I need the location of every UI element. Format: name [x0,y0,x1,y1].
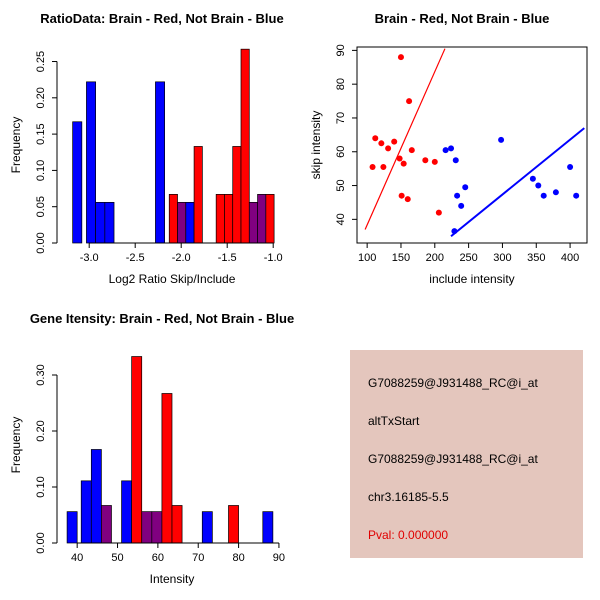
panel-ratio-histogram: RatioData: Brain - Red, Not Brain - Blue… [0,0,300,300]
svg-text:90: 90 [273,552,285,564]
svg-text:0.00: 0.00 [35,232,47,253]
svg-text:-2.0: -2.0 [172,252,191,264]
pval-line: Pval: 0.000000 [368,528,449,542]
svg-text:300: 300 [493,252,511,264]
svg-text:0.10: 0.10 [35,160,47,181]
gene-intensity-chart: 40 50 60 70 80 90 0.00 0.10 0.20 0.30 Intensity Fre… [9,356,285,586]
svg-text:60: 60 [152,552,164,564]
svg-text:200: 200 [426,252,444,264]
svg-text:150: 150 [392,252,410,264]
svg-text:40: 40 [335,213,347,225]
svg-text:Frequency: Frequency [9,417,23,474]
svg-text:50: 50 [111,552,123,564]
svg-text:include intensity: include intensity [429,272,514,286]
panel-gene-info: G7088259@J931488_RC@i_at altTxStart G708… [300,300,600,600]
svg-text:0.00: 0.00 [35,532,47,553]
svg-text:-3.0: -3.0 [80,252,99,264]
svg-text:40: 40 [71,552,83,564]
svg-text:Log2 Ratio Skip/Include: Log2 Ratio Skip/Include [109,272,236,286]
gene-info-box: G7088259@J931488_RC@i_at altTxStart G708… [350,350,583,558]
intensity-scatter-chart: 100 150 200 250 300 350 400 40 50 60 70 80 90 include… [309,44,588,286]
svg-text:0.15: 0.15 [35,123,47,144]
svg-text:60: 60 [335,146,347,158]
svg-text:0.10: 0.10 [35,476,47,497]
svg-text:80: 80 [335,78,347,90]
svg-text:0.05: 0.05 [35,196,47,217]
svg-text:50: 50 [335,179,347,191]
svg-text:350: 350 [527,252,545,264]
svg-text:100: 100 [358,252,376,264]
gene-intensity-title: Gene Itensity: Brain - Red, Not Brain - … [29,311,295,326]
svg-text:0.20: 0.20 [35,420,47,441]
svg-text:0.20: 0.20 [35,87,47,108]
gene-id-line: G7088259@J931488_RC@i_at [368,452,538,466]
panel-intensity-scatter: Brain - Red, Not Brain - Blue 100 150 200 2… [300,0,600,300]
svg-text:0.25: 0.25 [35,51,47,72]
ratio-histogram-title: RatioData: Brain - Red, Not Brain - Blue [40,11,284,26]
probe-id-line: G7088259@J931488_RC@i_at [368,376,538,390]
panel-gene-intensity-histogram: Gene Itensity: Brain - Red, Not Brain - … [0,300,300,600]
ratio-histogram-chart: -3.0 -2.5 -2.0 -1.5 -1.0 0.00 0.05 0.10 0.15 0.20… [9,48,283,286]
svg-text:skip intensity: skip intensity [309,111,323,180]
intensity-scatter-title: Brain - Red, Not Brain - Blue [374,11,550,26]
svg-text:-1.0: -1.0 [264,252,283,264]
svg-text:-1.5: -1.5 [218,252,237,264]
svg-text:-2.5: -2.5 [126,252,145,264]
svg-text:Intensity: Intensity [150,572,195,586]
svg-text:70: 70 [192,552,204,564]
svg-text:250: 250 [459,252,477,264]
svg-text:80: 80 [232,552,244,564]
svg-text:90: 90 [335,44,347,56]
svg-text:Frequency: Frequency [9,117,23,174]
chromosome-location-line: chr3.16185-5.5 [368,490,449,504]
svg-text:0.30: 0.30 [35,364,47,385]
svg-text:70: 70 [335,112,347,124]
event-type-line: altTxStart [368,414,420,428]
svg-text:400: 400 [561,252,579,264]
